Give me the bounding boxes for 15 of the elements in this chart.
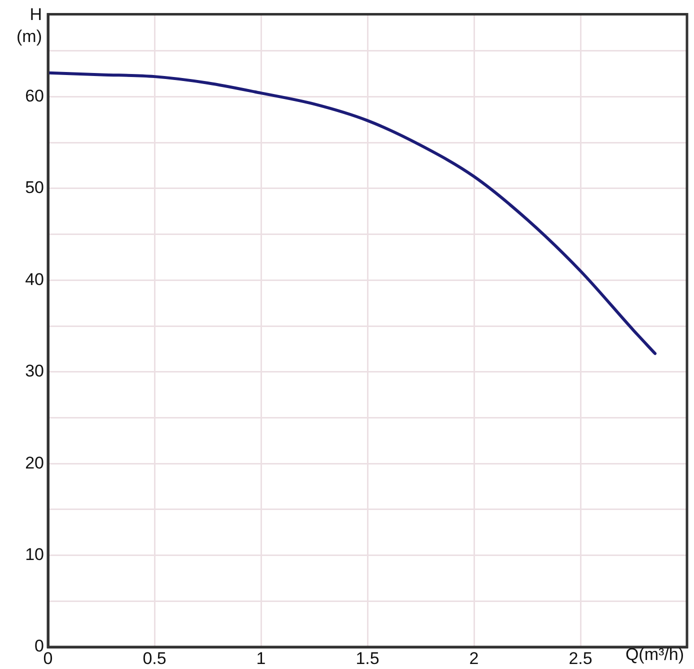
y-tick-label: 60 bbox=[25, 86, 44, 106]
x-tick-label: 2.5 bbox=[568, 648, 592, 668]
x-tick-label: 1.5 bbox=[356, 648, 380, 668]
y-tick-label: 10 bbox=[25, 544, 44, 564]
y-tick-label: 0 bbox=[34, 636, 44, 656]
line-series bbox=[48, 71, 657, 356]
y-tick-label: 30 bbox=[25, 362, 44, 381]
x-tick-label: 0.5 bbox=[142, 648, 166, 668]
x-tick-label: 1 bbox=[256, 648, 266, 668]
y-tick-label: 50 bbox=[25, 178, 44, 198]
y-tick-label: 40 bbox=[25, 270, 44, 289]
y-tick-label: 20 bbox=[25, 453, 44, 472]
x-axis-title: Q(m³/h) bbox=[625, 645, 684, 665]
x-tick-label: 2 bbox=[469, 648, 479, 668]
y-axis-title: H (m) bbox=[16, 4, 42, 48]
